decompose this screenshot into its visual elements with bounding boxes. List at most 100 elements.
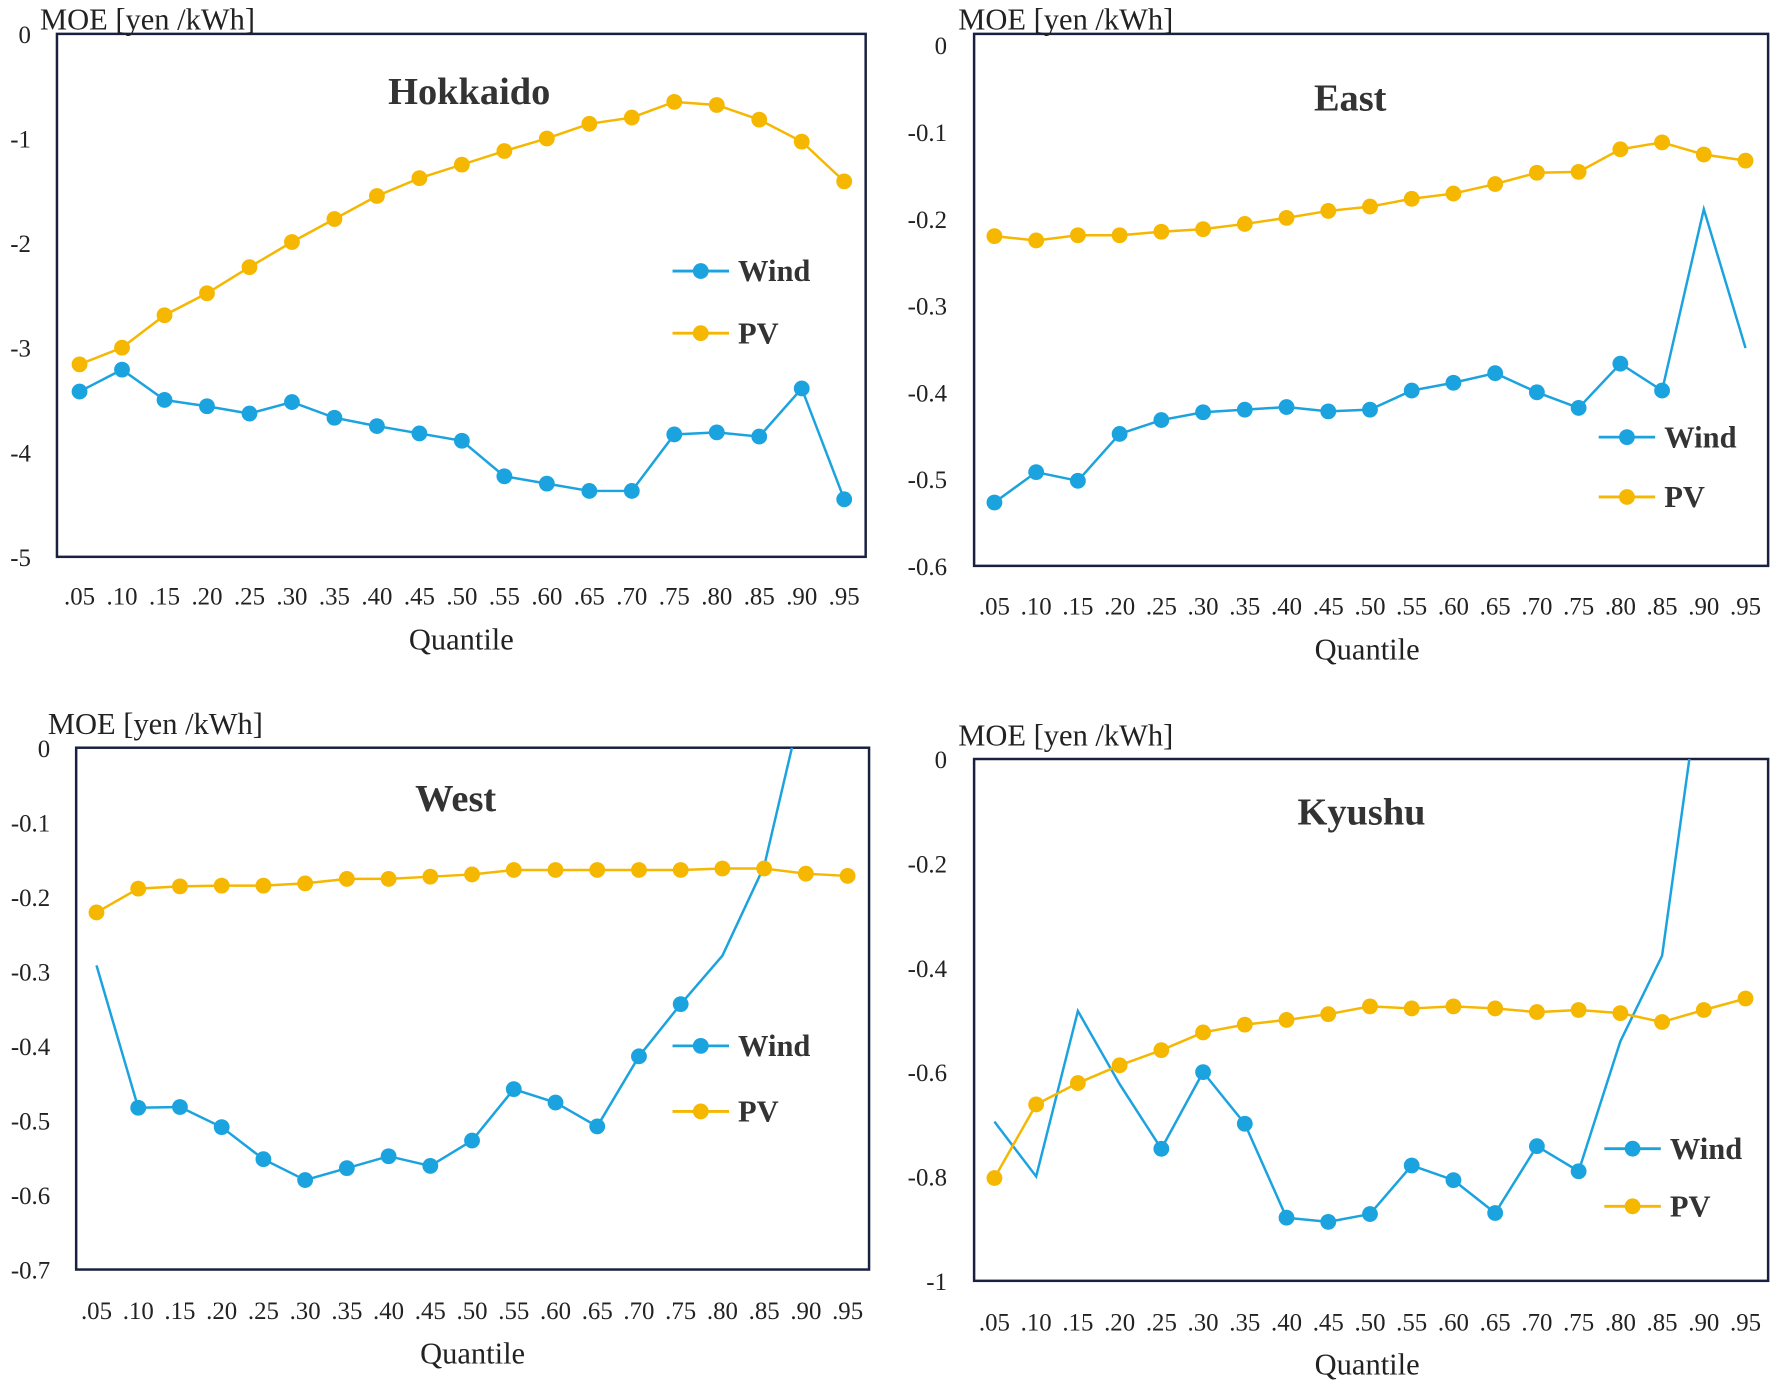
legend-label-pv: PV: [738, 316, 779, 350]
data-point-wind: [297, 1172, 314, 1188]
x-tick-label: .15: [164, 1298, 195, 1325]
data-point-pv: [1153, 1042, 1170, 1059]
data-point-wind: [1403, 1157, 1420, 1174]
x-tick-label: .25: [248, 1298, 279, 1325]
y-tick-label: -0.2: [908, 851, 947, 878]
x-tick-label: .95: [1730, 1310, 1761, 1337]
panel-east: MOE [yen /kWh] East 0 -0.1 -0.2 -0.3 -0.4 -0.5 -…: [908, 2, 1770, 667]
data-point-wind: [547, 1094, 564, 1111]
x-tick-label: .80: [1605, 1310, 1636, 1337]
data-point-pv: [1320, 203, 1337, 219]
x-tick-label: .75: [665, 1298, 696, 1325]
series-line-pv: [994, 141, 1746, 242]
data-point-wind: [199, 398, 215, 415]
data-point-pv: [751, 111, 768, 128]
y-tick-label: -0.3: [908, 294, 947, 321]
x-tick-label: .10: [107, 583, 138, 610]
data-point-pv: [241, 259, 258, 276]
data-point-pv: [156, 307, 173, 324]
x-tick-label: .10: [1021, 593, 1052, 620]
y-tick-label: -0.6: [908, 554, 947, 581]
x-tick-label: .65: [582, 1298, 613, 1325]
data-point-wind: [986, 494, 1003, 511]
y-axis-label: MOE [yen /kWh]: [958, 2, 1173, 36]
data-point-pv: [297, 875, 314, 892]
data-point-pv: [496, 143, 513, 159]
legend-label-pv: PV: [1664, 480, 1705, 514]
legend-marker-pv: [1619, 489, 1635, 505]
x-tick-label: .30: [1188, 593, 1219, 620]
legend-label-wind: Wind: [738, 254, 810, 288]
data-point-pv: [464, 866, 480, 883]
data-point-wind: [1320, 1213, 1337, 1230]
data-point-pv: [1278, 1012, 1295, 1028]
data-point-pv: [1695, 146, 1712, 163]
x-tick-label: .20: [206, 1298, 237, 1325]
x-tick-label: .15: [1062, 1310, 1093, 1337]
data-point-pv: [1528, 1004, 1545, 1020]
x-tick-label: .20: [1104, 1310, 1135, 1337]
x-tick-label: .45: [1313, 1310, 1344, 1337]
data-point-wind: [130, 1099, 147, 1116]
data-point-pv: [836, 173, 853, 190]
data-point-pv: [505, 862, 522, 878]
data-point-wind: [255, 1151, 272, 1168]
data-point-wind: [666, 426, 683, 443]
x-tick-label: .10: [1021, 1310, 1052, 1337]
data-point-pv: [1612, 141, 1629, 158]
x-tick-label: .35: [1229, 1310, 1260, 1337]
data-point-wind: [496, 468, 513, 485]
data-point-pv: [1278, 209, 1295, 226]
data-point-pv: [422, 868, 439, 885]
x-tick-label: .75: [659, 583, 690, 610]
data-point-pv: [623, 109, 640, 126]
data-point-wind: [1570, 1163, 1587, 1180]
data-point-pv: [255, 877, 272, 894]
legend-marker-pv: [692, 325, 709, 342]
data-point-wind: [1236, 401, 1253, 418]
x-tick-label: .70: [1521, 1310, 1552, 1337]
x-tick-label: .35: [1229, 593, 1260, 620]
data-point-wind: [589, 1118, 606, 1135]
x-tick-label: .60: [1438, 593, 1469, 620]
y-tick-label: -1: [926, 1269, 947, 1296]
x-tick-label: .55: [498, 1298, 529, 1325]
data-point-pv: [1153, 223, 1170, 240]
data-point-pv: [1612, 1005, 1629, 1022]
data-point-wind: [1362, 1206, 1378, 1222]
data-point-pv: [986, 228, 1003, 245]
data-point-pv: [1236, 1016, 1253, 1033]
data-point-pv: [326, 211, 343, 227]
y-tick-label: -0.5: [908, 467, 947, 494]
legend-label-wind: Wind: [1664, 420, 1736, 454]
data-point-pv: [199, 285, 215, 302]
y-tick-label: 0: [19, 22, 31, 49]
legend-marker-wind: [1624, 1140, 1641, 1157]
data-point-wind: [284, 394, 300, 410]
data-point-wind: [453, 432, 470, 449]
legend-label-pv: PV: [1670, 1189, 1711, 1223]
data-point-wind: [1570, 400, 1587, 416]
y-tick-label: 0: [935, 33, 947, 60]
data-point-pv: [538, 130, 555, 147]
data-point-pv: [1069, 1075, 1086, 1091]
data-point-pv: [1111, 1057, 1128, 1074]
data-point-pv: [1654, 134, 1670, 151]
x-axis-label: Quantile: [409, 622, 514, 656]
data-point-pv: [1028, 232, 1045, 249]
data-point-wind: [1195, 1064, 1211, 1081]
x-tick-label: .05: [81, 1298, 112, 1325]
x-tick-label: .25: [1146, 593, 1177, 620]
data-point-pv: [114, 339, 130, 356]
series-line-wind: [993, 759, 1691, 1224]
x-axis-label: Quantile: [1315, 1348, 1420, 1382]
data-point-wind: [380, 1148, 397, 1165]
data-point-wind: [1528, 384, 1545, 401]
data-point-pv: [1195, 221, 1211, 238]
data-point-pv: [1403, 190, 1420, 207]
data-point-wind: [1153, 412, 1170, 428]
x-tick-label: .50: [457, 1298, 488, 1325]
x-tick-label: .70: [616, 583, 647, 610]
data-point-pv: [581, 115, 598, 132]
